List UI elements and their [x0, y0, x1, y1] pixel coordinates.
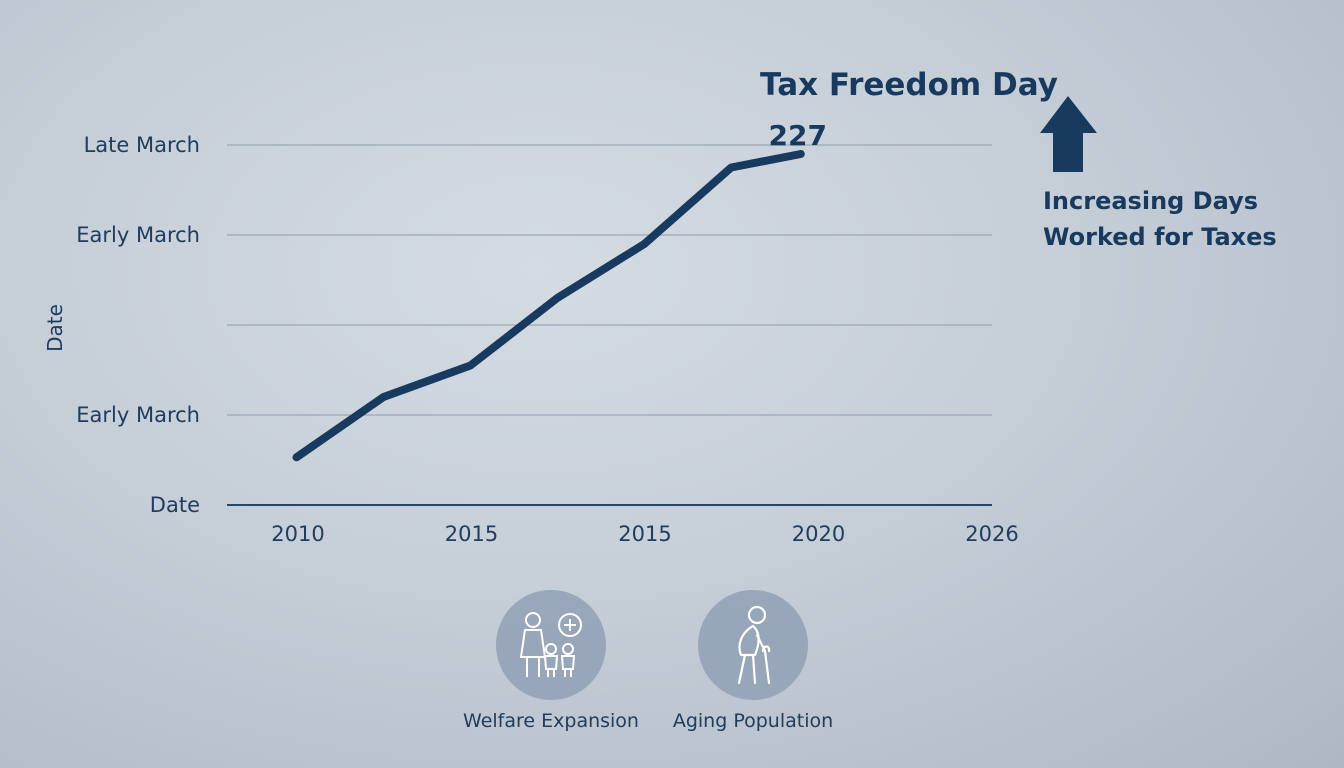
up-arrow-icon — [1040, 96, 1097, 172]
x-tick-label: 2026 — [965, 522, 1018, 546]
x-tick-label: 2015 — [618, 522, 671, 546]
y-tick-label: Date — [150, 493, 200, 517]
y-tick-label: Early March — [76, 223, 200, 247]
x-tick-label: 2020 — [792, 522, 845, 546]
family-plus-icon — [496, 590, 606, 700]
y-tick-labels: Date Early March Early March Late March — [76, 133, 200, 517]
x-tick-label: 2010 — [271, 522, 324, 546]
factor-label: Welfare Expansion — [463, 710, 639, 732]
gridlines — [227, 144, 992, 416]
trend-annotation: Increasing Days Worked for Taxes — [1043, 187, 1277, 251]
data-point-label: 227 — [769, 119, 827, 152]
factor-label: Aging Population — [673, 710, 833, 732]
series-line — [292, 150, 805, 462]
contributing-factors: Welfare Expansion Aging Population — [463, 590, 833, 732]
x-tick-labels: 2010 2015 2015 2020 2026 — [271, 522, 1018, 546]
chart-title: Tax Freedom Day — [760, 67, 1058, 103]
x-tick-label: 2015 — [445, 522, 498, 546]
y-tick-label: Early March — [76, 403, 200, 427]
y-tick-label: Late March — [84, 133, 200, 157]
elderly-person-icon — [698, 590, 808, 700]
y-axis-label: Date — [43, 304, 67, 352]
